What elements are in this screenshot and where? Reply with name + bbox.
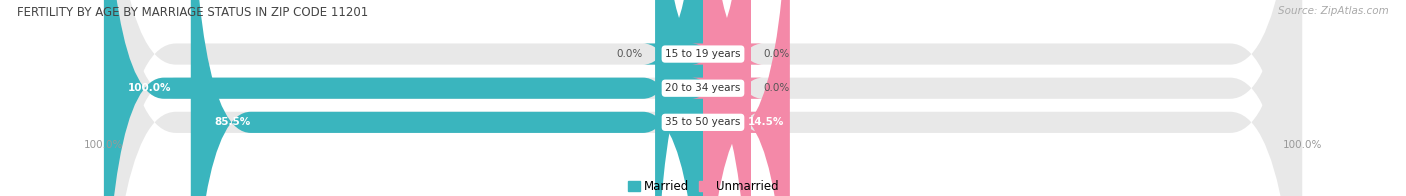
Text: 100.0%: 100.0% [128, 83, 172, 93]
FancyBboxPatch shape [703, 0, 790, 196]
Text: 14.5%: 14.5% [748, 117, 785, 127]
FancyBboxPatch shape [643, 0, 716, 196]
Text: 35 to 50 years: 35 to 50 years [665, 117, 741, 127]
Text: FERTILITY BY AGE BY MARRIAGE STATUS IN ZIP CODE 11201: FERTILITY BY AGE BY MARRIAGE STATUS IN Z… [17, 6, 368, 19]
Text: 15 to 19 years: 15 to 19 years [665, 49, 741, 59]
FancyBboxPatch shape [690, 0, 763, 196]
FancyBboxPatch shape [690, 0, 763, 196]
Legend: Married, Unmarried: Married, Unmarried [628, 181, 778, 193]
Text: 100.0%: 100.0% [84, 140, 124, 150]
Text: 0.0%: 0.0% [763, 49, 789, 59]
Text: 0.0%: 0.0% [617, 49, 643, 59]
Text: 100.0%: 100.0% [1282, 140, 1322, 150]
FancyBboxPatch shape [104, 0, 1302, 196]
Text: 20 to 34 years: 20 to 34 years [665, 83, 741, 93]
Text: 85.5%: 85.5% [215, 117, 252, 127]
FancyBboxPatch shape [104, 0, 1302, 196]
Text: 0.0%: 0.0% [763, 83, 789, 93]
Text: Source: ZipAtlas.com: Source: ZipAtlas.com [1278, 6, 1389, 16]
FancyBboxPatch shape [104, 0, 703, 196]
FancyBboxPatch shape [191, 0, 703, 196]
FancyBboxPatch shape [104, 0, 1302, 196]
